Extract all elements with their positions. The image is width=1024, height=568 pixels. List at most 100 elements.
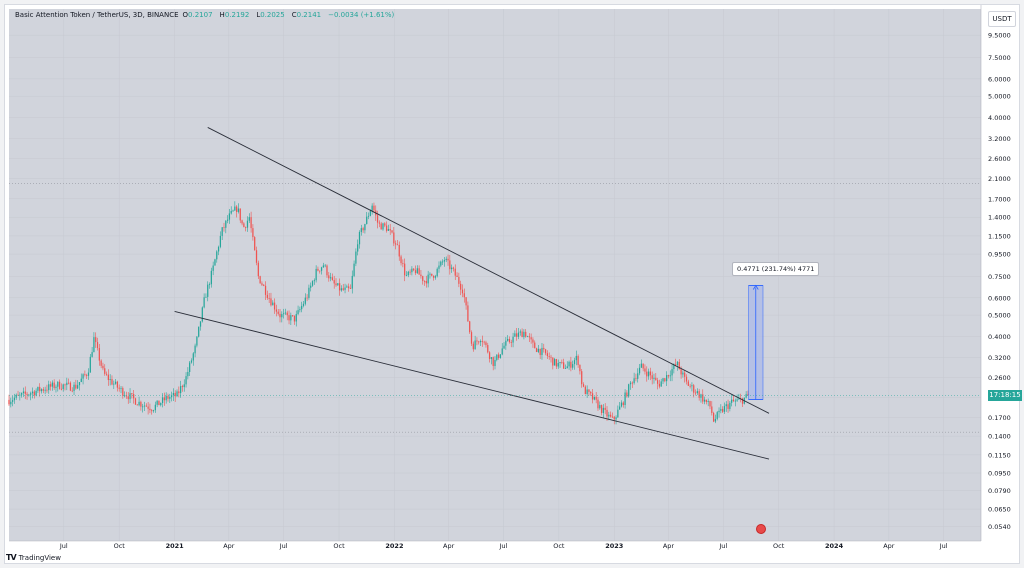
candle-body [243,223,245,228]
candle-body [703,399,706,402]
candle-body [553,359,556,366]
candle-body [440,261,442,266]
candle-body [523,331,525,338]
candle-body [599,405,601,409]
candle-body [304,297,306,304]
candle-body [611,416,614,418]
candle-body [461,289,464,294]
candle-body [550,356,552,358]
candle-body [87,372,90,376]
candle-body [510,342,512,343]
candle-body [539,348,541,356]
candle-body [606,409,608,417]
time-tick-label: Apr [223,542,235,550]
candle-body [194,345,196,354]
candle-body [543,347,545,350]
candle-body [577,355,579,365]
candle-body [95,337,97,343]
candle-body [48,384,50,391]
candle-body [517,332,520,337]
candle-body [226,219,229,221]
candle-body [389,229,391,231]
candle-body [234,206,236,211]
candle-body [293,315,296,322]
candle-body [122,388,124,396]
candle-body [140,401,142,407]
candle-body [682,372,684,375]
candle-body [212,265,214,271]
candle-body [236,206,238,212]
candle-body [71,390,73,392]
candle-body [255,250,258,263]
candle-body [712,412,715,422]
candle-body [349,288,352,289]
candle-body [190,360,193,363]
price-tick-label: 0.1150 [988,451,1011,459]
candle-body [252,228,254,238]
tradingview-brand: TradingView [18,553,61,562]
candle-body [178,391,180,394]
candle-body [55,386,57,388]
candle-body [655,377,657,381]
candle-body [154,404,156,411]
candle-body [210,270,212,285]
time-tick-label: Apr [443,542,455,550]
us-flag-event-icon[interactable] [756,524,766,534]
candle-body [281,314,283,318]
time-tick-label: Jul [718,542,727,550]
candle-body [414,270,417,274]
symbol-title[interactable]: Basic Attention Token / TetherUS, 3D, BI… [15,11,179,19]
candle-body [680,369,682,375]
price-tick-label: 0.1700 [988,414,1011,422]
candle-body [156,400,158,405]
candle-body [64,384,66,386]
symbol-legend[interactable]: Basic Attention Token / TetherUS, 3D, BI… [15,11,397,19]
candle-body [270,298,272,306]
ohlc-change: −0.0034 (+1.61%) [328,11,395,19]
candle-body [163,397,166,401]
candle-body [425,281,427,284]
candle-body [167,395,169,399]
candle-body [488,352,491,359]
candle-body [24,391,26,394]
candle-body [666,375,668,382]
candle-body [579,364,581,372]
candle-body [346,286,348,288]
candle-body [246,220,249,228]
candle-body [62,384,64,390]
candle-body [629,382,632,385]
candle-body [499,354,502,358]
candle-body [138,401,140,406]
chart-canvas[interactable]: 9.5000 7.5000 6.0000 5.0000 4.0000 3.2000 2.60… [5,5,1021,565]
candle-body [640,363,642,368]
candle-body [561,362,563,363]
candle-body [503,345,505,349]
time-tick-label: Apr [883,542,895,550]
candle-body [497,354,500,358]
currency-button[interactable]: USDT [988,11,1016,27]
candle-body [302,303,305,306]
candle-body [658,383,661,387]
candle-body [479,340,482,343]
candle-body [528,336,530,338]
candle-body [552,357,554,366]
candle-body [432,275,435,278]
candle-body [521,331,523,338]
candle-body [37,386,39,391]
candle-body [102,365,104,369]
candle-body [667,375,670,377]
candle-body [310,285,312,288]
candle-body [369,210,371,216]
candle-body [333,280,335,284]
footer-branding: TV TradingView [6,553,61,562]
price-tick-label: 0.3200 [988,354,1011,362]
candle-body [385,225,388,231]
candle-body [337,283,339,286]
candle-body [259,276,261,284]
candle-body [351,275,353,289]
candle-body [496,354,498,360]
candle-body [299,309,301,311]
candle-body [358,231,361,245]
candle-body [78,382,81,386]
candle-body [581,371,583,385]
